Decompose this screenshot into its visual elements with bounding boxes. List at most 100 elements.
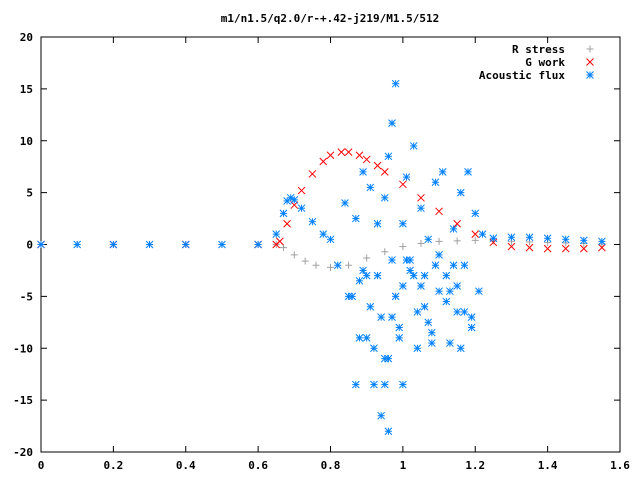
star-point (399, 282, 407, 290)
plus-point (301, 257, 309, 265)
star-point (399, 219, 407, 228)
star-point (543, 234, 552, 243)
legend-label: G work (525, 56, 565, 69)
legend-label: Acoustic flux (479, 69, 565, 82)
star-point (290, 196, 299, 204)
cross-point (471, 230, 480, 238)
star-point (471, 209, 480, 218)
plus-point (312, 261, 320, 269)
cross-point (344, 148, 353, 157)
plus-point (399, 243, 407, 251)
star-point (413, 308, 422, 316)
plus-point (471, 236, 479, 244)
star-point (442, 297, 451, 306)
cross-point (373, 161, 382, 170)
cross-point (579, 244, 588, 253)
y-tick-label: 10 (20, 135, 33, 148)
y-tick-label: -10 (13, 342, 33, 355)
star-point (467, 313, 476, 321)
star-point (417, 282, 425, 290)
star-point (384, 427, 393, 436)
star-point (431, 178, 440, 187)
star-point (391, 79, 400, 88)
star-point (395, 323, 404, 332)
star-point (507, 233, 516, 242)
star-point (388, 313, 396, 321)
axis-ticks: 0 0.2 0.4 0.6 0.8 1 1.2 1.4 1.6 20 15 10 5 0 -5 -10 -15 -… (13, 31, 630, 472)
cross-point (319, 157, 328, 166)
star-point (384, 354, 393, 363)
star-point (366, 183, 375, 192)
star-point (218, 240, 226, 249)
data-marks (37, 79, 606, 436)
plus-point (435, 237, 443, 245)
star-point (420, 271, 429, 280)
star-point (456, 188, 465, 197)
cross-point (337, 148, 346, 157)
series-g-work (37, 148, 606, 253)
star-point (409, 142, 418, 150)
star-point (417, 204, 425, 213)
star-point (380, 380, 389, 389)
star-point (351, 214, 360, 223)
star-point (446, 339, 454, 347)
plus-point (417, 239, 425, 247)
cross-point (297, 186, 306, 195)
star-point (460, 261, 469, 270)
star-point (561, 235, 570, 244)
star-point (460, 308, 469, 316)
star-point (377, 411, 386, 420)
star-point (344, 292, 353, 301)
star-point (579, 236, 588, 245)
star-point (254, 240, 262, 249)
cross-point (543, 244, 552, 253)
star-point (279, 209, 288, 218)
star-point (109, 240, 118, 249)
star-point (366, 302, 375, 311)
cross-point (355, 151, 364, 160)
star-point (384, 152, 393, 161)
star-point (391, 292, 400, 301)
cross-point (275, 237, 284, 246)
star-point (388, 119, 396, 127)
y-tick-label: 5 (26, 187, 33, 200)
star-point (359, 266, 367, 275)
star-point (456, 344, 465, 353)
star-point (442, 271, 451, 280)
star-point (431, 261, 440, 270)
star-point (362, 334, 371, 342)
plus-point (290, 251, 298, 259)
cross-point (598, 243, 606, 252)
cross-point (507, 242, 516, 251)
star-point (351, 380, 360, 389)
y-tick-label: 20 (20, 31, 33, 44)
y-tick-label: 0 (26, 239, 33, 252)
series-acoustic-flux (37, 79, 606, 436)
star-point (525, 233, 534, 242)
x-tick-label: 0.2 (103, 459, 123, 472)
x-tick-label: 1 (400, 459, 407, 472)
star-point (272, 230, 281, 238)
cross-point (525, 243, 534, 252)
x-tick-label: 0.6 (248, 459, 268, 472)
series-r-stress (37, 236, 606, 271)
star-point (427, 328, 436, 337)
star-point (402, 173, 411, 181)
plus-point (279, 244, 287, 252)
chart-title: m1/n1.5/q2.0/r-+.42-j219/M1.5/512 (221, 12, 440, 25)
cross-point (417, 193, 425, 202)
cross-point (561, 244, 570, 253)
star-point (308, 217, 317, 226)
plus-point (363, 254, 371, 262)
star-point (406, 266, 414, 275)
plus-point (345, 261, 353, 269)
star-point (73, 240, 82, 249)
star-point (37, 240, 45, 249)
star-point (326, 235, 335, 244)
star-point (388, 256, 396, 264)
legend-plus-icon (586, 45, 594, 53)
star-point (449, 225, 458, 233)
star-point (370, 344, 378, 353)
